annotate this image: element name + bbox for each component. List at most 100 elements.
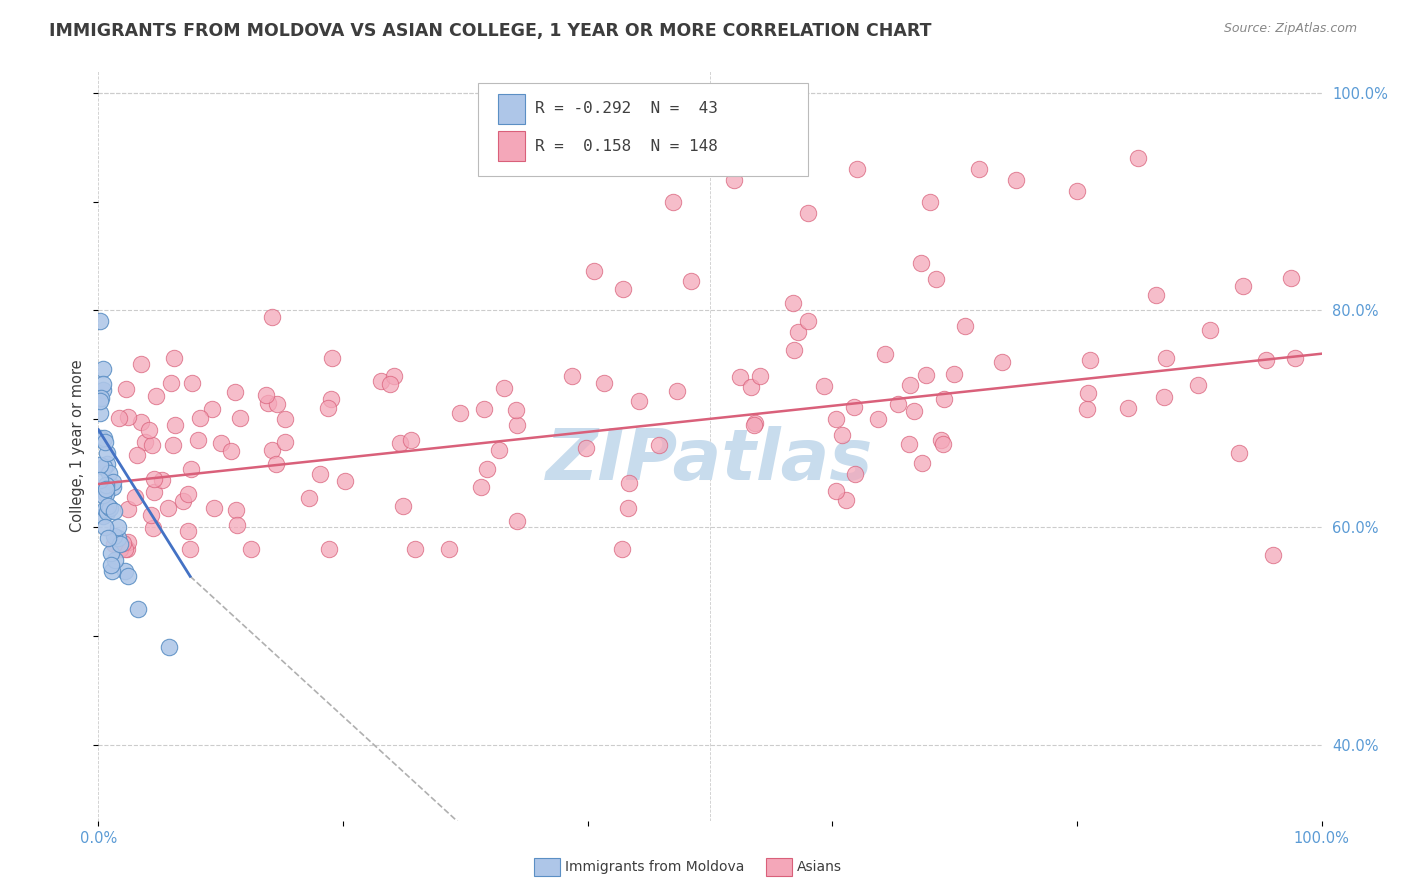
- Point: [98, 466, 121, 480]
- Point: [117, 502, 139, 516]
- Point: [97, 499, 120, 513]
- Point: [129, 357, 152, 371]
- Point: [98, 500, 121, 515]
- Point: [89, 474, 111, 488]
- Point: [472, 401, 495, 416]
- Text: Asians: Asians: [797, 860, 842, 874]
- Point: [90, 391, 112, 405]
- Point: [380, 377, 402, 392]
- Point: [1232, 279, 1254, 293]
- Point: [112, 535, 135, 549]
- Point: [744, 417, 766, 432]
- Point: [924, 271, 946, 285]
- Point: [494, 381, 516, 395]
- Point: [94, 502, 117, 516]
- Point: [298, 491, 321, 506]
- Point: [506, 514, 529, 528]
- Point: [382, 368, 405, 383]
- Point: [240, 542, 263, 557]
- Point: [1144, 288, 1167, 302]
- Point: [844, 401, 866, 415]
- Point: [202, 500, 225, 515]
- Point: [93, 520, 115, 534]
- Point: [262, 310, 284, 325]
- Point: [449, 406, 471, 420]
- Point: [627, 394, 650, 409]
- Point: [844, 467, 866, 481]
- Point: [180, 462, 202, 476]
- Point: [89, 406, 111, 420]
- Point: [90, 432, 112, 446]
- Point: [93, 383, 115, 397]
- Point: [177, 487, 200, 501]
- Point: [225, 517, 247, 532]
- Point: [617, 501, 640, 516]
- Point: [114, 564, 136, 578]
- Point: [103, 504, 125, 518]
- Point: [117, 569, 139, 583]
- Text: IMMIGRANTS FROM MOLDOVA VS ASIAN COLLEGE, 1 YEAR OR MORE CORRELATION CHART: IMMIGRANTS FROM MOLDOVA VS ASIAN COLLEGE…: [49, 22, 932, 40]
- Point: [117, 409, 139, 424]
- Point: [141, 508, 163, 522]
- Point: [274, 412, 297, 426]
- Point: [942, 367, 965, 381]
- Point: [96, 457, 118, 471]
- Point: [145, 389, 167, 403]
- Point: [190, 411, 212, 425]
- Point: [225, 503, 247, 517]
- Point: [97, 531, 120, 545]
- Point: [898, 437, 921, 451]
- Point: [681, 274, 703, 288]
- Point: [94, 478, 117, 492]
- Point: [114, 542, 136, 557]
- Point: [929, 433, 952, 447]
- Point: [505, 403, 527, 417]
- Point: [138, 423, 160, 437]
- Point: [910, 256, 932, 270]
- Point: [932, 437, 955, 451]
- Point: [723, 173, 745, 187]
- Point: [156, 501, 179, 516]
- Point: [915, 368, 938, 383]
- Point: [107, 520, 129, 534]
- Point: [318, 542, 340, 557]
- Point: [845, 162, 868, 177]
- Point: [612, 283, 634, 297]
- Point: [834, 493, 856, 508]
- Point: [740, 380, 762, 394]
- Point: [1128, 151, 1150, 165]
- Point: [665, 384, 688, 398]
- Point: [797, 205, 820, 219]
- Point: [94, 435, 117, 450]
- Point: [1199, 323, 1222, 337]
- Point: [1066, 184, 1088, 198]
- Point: [94, 483, 117, 497]
- Point: [101, 564, 124, 578]
- Point: [91, 509, 114, 524]
- Point: [157, 640, 180, 654]
- Point: [107, 531, 129, 545]
- Point: [89, 458, 111, 472]
- Point: [505, 418, 527, 433]
- Point: [134, 435, 156, 450]
- Point: [920, 194, 942, 209]
- Text: R = -0.292  N =  43: R = -0.292 N = 43: [536, 102, 718, 116]
- Point: [782, 296, 804, 310]
- Point: [662, 194, 685, 209]
- Point: [392, 499, 415, 513]
- Point: [900, 377, 922, 392]
- Point: [91, 376, 114, 391]
- Point: [125, 448, 148, 462]
- Point: [824, 483, 846, 498]
- Point: [163, 417, 186, 432]
- Point: [264, 458, 287, 472]
- Point: [1076, 401, 1098, 416]
- Point: [103, 537, 125, 551]
- Point: [257, 396, 280, 410]
- Point: [967, 162, 990, 177]
- Point: [561, 368, 583, 383]
- Point: [143, 485, 166, 500]
- Point: [110, 537, 132, 551]
- Point: [309, 467, 332, 482]
- FancyBboxPatch shape: [498, 131, 526, 161]
